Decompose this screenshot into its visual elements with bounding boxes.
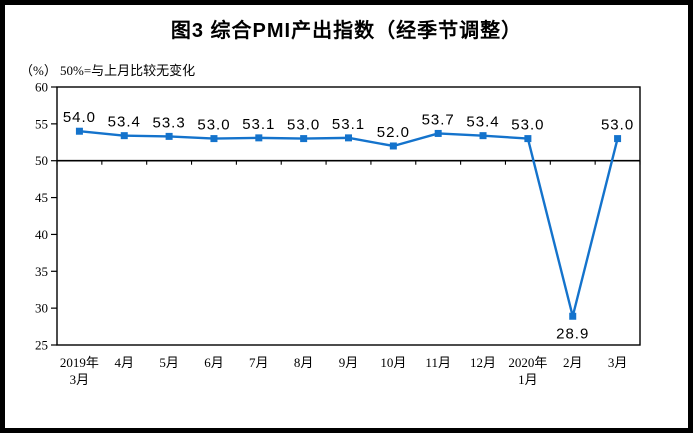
data-point-label: 53.1 xyxy=(242,116,275,133)
x-axis-category-label: 10月 xyxy=(380,355,406,370)
plot-border xyxy=(56,86,641,346)
data-point-marker xyxy=(389,142,397,150)
data-point-marker xyxy=(569,312,577,320)
data-point-marker xyxy=(75,127,83,135)
data-point-label: 53.0 xyxy=(511,117,544,134)
x-axis-category-label: 2月 xyxy=(563,355,583,370)
data-point-label: 28.9 xyxy=(556,325,589,342)
x-axis-category-label: 7月 xyxy=(249,355,269,370)
pmi-series-line xyxy=(79,130,619,318)
data-point-label: 53.4 xyxy=(466,114,499,131)
y-axis-tick-label: 35 xyxy=(35,264,48,279)
y-axis-tick-label: 45 xyxy=(35,190,48,205)
data-point-marker xyxy=(614,135,622,143)
data-point-label: 52.0 xyxy=(377,124,410,141)
data-point-label: 53.0 xyxy=(197,117,230,134)
reference-note-label: 50%=与上月比较无变化 xyxy=(60,63,196,78)
x-axis-category-label: 5月 xyxy=(159,355,179,370)
y-axis-unit-label: （%） xyxy=(20,63,57,78)
x-axis-category-label: 9月 xyxy=(339,355,359,370)
data-point-marker xyxy=(120,132,128,140)
y-axis-tick-label: 50 xyxy=(35,153,48,168)
x-axis-category-label: 12月 xyxy=(470,355,496,370)
y-axis-tick-label: 25 xyxy=(35,338,48,353)
y-axis-tick-label: 30 xyxy=(35,301,48,316)
data-point-label: 53.0 xyxy=(601,117,634,134)
x-axis-category-label: 3月 xyxy=(608,355,628,370)
data-point-marker xyxy=(479,132,487,140)
x-axis-category-label: 4月 xyxy=(115,355,135,370)
chart-title: 图3 综合PMI产出指数（经季节调整） xyxy=(170,20,523,42)
x-axis-category-label: 2020年 1月 xyxy=(508,355,547,387)
y-axis-tick-label: 40 xyxy=(35,227,48,242)
x-axis-category-label: 2019年 3月 xyxy=(60,355,99,387)
data-point-label: 53.4 xyxy=(108,114,141,131)
data-point-marker xyxy=(300,135,308,143)
data-point-marker xyxy=(524,135,532,143)
data-point-label: 54.0 xyxy=(63,109,96,126)
x-axis-category-label: 8月 xyxy=(294,355,314,370)
y-axis-tick-label: 60 xyxy=(35,80,48,95)
data-point-marker xyxy=(165,132,173,140)
y-axis-tick-label: 55 xyxy=(35,116,48,131)
data-point-label: 53.1 xyxy=(332,116,365,133)
x-axis-category-label: 6月 xyxy=(204,355,224,370)
data-point-marker xyxy=(210,135,218,143)
data-point-label: 53.3 xyxy=(153,114,186,131)
data-point-marker xyxy=(345,134,352,142)
data-point-marker xyxy=(255,134,263,142)
x-axis-category-label: 11月 xyxy=(425,355,451,370)
data-point-label: 53.0 xyxy=(287,117,320,134)
data-point-marker xyxy=(434,129,442,137)
data-point-label: 53.7 xyxy=(422,111,455,128)
